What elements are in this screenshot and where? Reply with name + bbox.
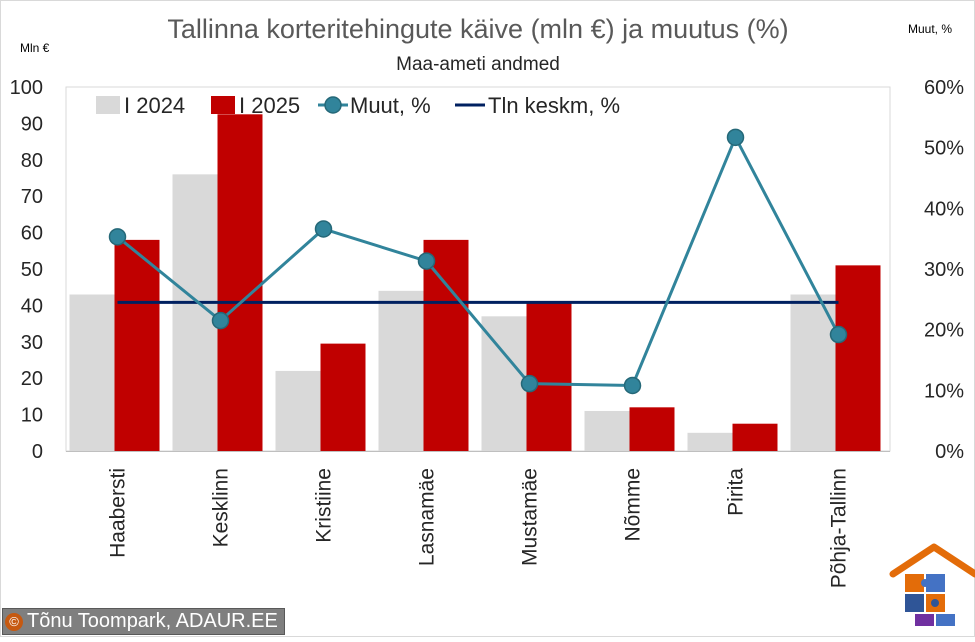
bar-i2024	[275, 370, 321, 451]
y-left-tick-label: 40	[21, 295, 43, 317]
y-left-tick-label: 60	[21, 223, 43, 245]
legend: I 2024 I 2025 Muut, % Tln keskm, %	[96, 93, 620, 118]
logo-knob-icon	[921, 579, 929, 587]
right-axis-unit: Muut, %	[908, 22, 952, 36]
y-left-tick-label: 50	[21, 259, 43, 281]
change-marker	[211, 311, 230, 330]
bar-i2025	[629, 407, 675, 451]
bar-i2024	[378, 290, 424, 451]
bar-i2024	[687, 432, 733, 451]
y-left-tick-label: 100	[10, 77, 43, 99]
bar-i2025	[217, 114, 263, 452]
legend-label: I 2024	[124, 93, 185, 118]
logo-piece-icon	[915, 614, 934, 626]
logo-knob-icon	[931, 599, 939, 607]
chart-title: Tallinna korteritehingute käive (mln €) …	[167, 14, 788, 44]
change-line	[116, 133, 840, 387]
legend-label: Muut, %	[350, 93, 431, 118]
logo-piece-icon	[926, 574, 945, 592]
logo-roof-icon	[889, 543, 975, 578]
bar-i2025	[320, 343, 366, 451]
change-marker	[726, 128, 745, 147]
plot-area: 0 10 20 30 40 50 60 70 80 90 100 0% 10% 20% 30% 40% 50% 6…	[10, 77, 965, 588]
y-right-tick-label: 0%	[935, 441, 964, 463]
bar-i2025	[114, 239, 160, 451]
x-category-label: Kesklinn	[210, 468, 233, 547]
x-category-label: Haabersti	[107, 468, 130, 558]
bar-i2025	[732, 423, 778, 451]
x-category-label: Nõmme	[622, 468, 645, 542]
legend-swatch-marker	[324, 96, 342, 114]
y-left-tick-label: 30	[21, 332, 43, 354]
y-right-tick-label: 60%	[924, 77, 964, 99]
x-category-label: Mustamäe	[519, 468, 542, 566]
legend-label: I 2025	[239, 93, 300, 118]
x-category-label: Pirita	[725, 468, 748, 516]
bar-i2025	[835, 265, 881, 451]
bar-i2024	[481, 316, 527, 451]
x-category-label: Lasnamäe	[416, 468, 439, 566]
copyright-icon: ©	[5, 613, 23, 631]
credit-label: © Tõnu Toompark, ADAUR.EE	[2, 608, 285, 635]
legend-swatch-bar	[96, 96, 120, 114]
y-left-tick-label: 90	[21, 113, 43, 135]
y-right-tick-label: 20%	[924, 320, 964, 342]
y-right-tick-label: 30%	[924, 259, 964, 281]
y-right-tick-label: 40%	[924, 198, 964, 220]
legend-label: Tln keskm, %	[488, 93, 620, 118]
chart-subtitle: Maa-ameti andmed	[396, 54, 560, 75]
change-marker	[623, 376, 642, 395]
credit-text: Tõnu Toompark, ADAUR.EE	[27, 610, 278, 632]
logo-piece-icon	[905, 594, 924, 612]
logo-piece-icon	[905, 574, 924, 592]
y-left-tick-label: 0	[32, 441, 43, 463]
left-axis-unit: Mln €	[20, 41, 50, 55]
y-left-tick-label: 80	[21, 150, 43, 172]
change-marker	[417, 252, 436, 270]
y-left-tick-label: 10	[21, 405, 43, 427]
x-category-label: Põhja-Tallinn	[828, 468, 851, 588]
change-marker	[520, 374, 539, 393]
bar-i2024	[790, 294, 836, 451]
change-marker	[108, 228, 127, 246]
change-marker	[829, 325, 848, 344]
y-left-tick-label: 70	[21, 186, 43, 208]
bar-i2024	[584, 410, 630, 451]
bar-i2025	[423, 239, 469, 451]
adaur-logo	[889, 543, 975, 626]
y-right-tick-label: 10%	[924, 380, 964, 402]
bar-i2024	[69, 294, 115, 451]
logo-piece-icon	[936, 614, 955, 626]
legend-swatch-bar	[211, 96, 235, 114]
y-right-tick-label: 50%	[924, 138, 964, 160]
y-left-tick-label: 20	[21, 368, 43, 390]
change-marker	[314, 220, 333, 238]
x-category-label: Kristiine	[313, 468, 336, 543]
